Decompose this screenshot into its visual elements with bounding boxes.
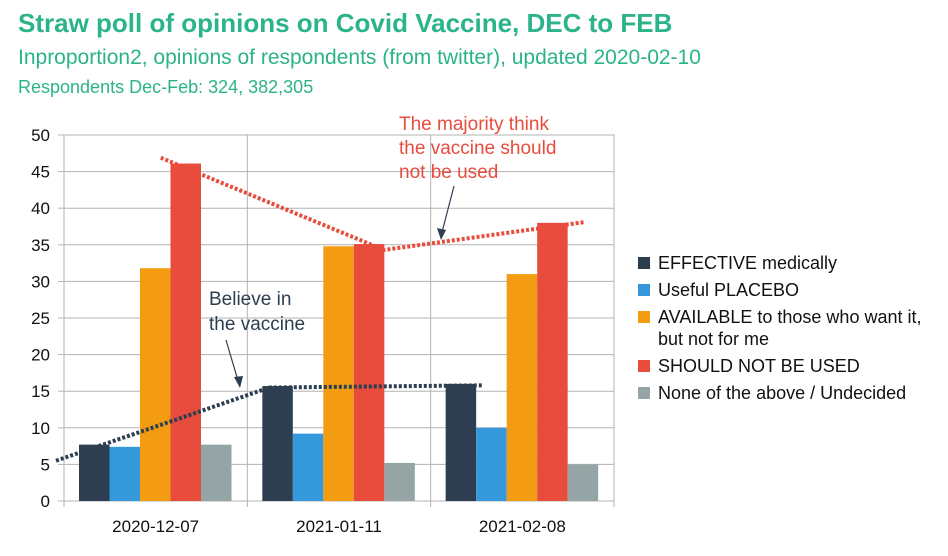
legend-item: AVAILABLE to those who want it, but not …	[638, 306, 938, 350]
bar	[109, 446, 140, 501]
bar	[506, 274, 538, 501]
legend-label: Useful PLACEBO	[658, 280, 800, 300]
believe-trend-line	[55, 383, 483, 463]
y-tick-label: 0	[41, 492, 50, 511]
legend-swatch	[638, 360, 650, 372]
legend-item: Useful PLACEBO	[638, 279, 938, 301]
bar	[476, 427, 507, 501]
bar	[79, 444, 110, 501]
majority-annotation-text: The majority think	[399, 114, 549, 135]
bar	[567, 464, 599, 501]
bar	[537, 222, 568, 501]
y-tick-label: 5	[41, 455, 50, 474]
y-tick-label: 40	[31, 199, 50, 218]
bar	[353, 244, 385, 501]
legend-label: None of the above / Undecided	[658, 383, 907, 403]
believe-annotation-arrow	[225, 339, 240, 385]
bar	[262, 386, 293, 501]
y-tick-label: 45	[31, 163, 50, 182]
chart-title: Straw poll of opinions on Covid Vaccine,…	[18, 8, 673, 38]
y-tick-label: 30	[31, 272, 50, 291]
believe-annotation-text: Believe in	[209, 289, 291, 310]
majority-annotation-text: not be used	[399, 162, 498, 183]
y-tick-label: 50	[31, 126, 50, 145]
legend-label: AVAILABLE to those who want it, but not …	[658, 307, 922, 349]
y-tick-label: 10	[31, 419, 50, 438]
legend-item: SHOULD NOT BE USED	[638, 355, 938, 377]
bar	[292, 433, 324, 501]
legend-label: SHOULD NOT BE USED	[658, 356, 860, 376]
legend-swatch	[638, 311, 650, 323]
bar	[445, 383, 477, 501]
legend-swatch	[638, 284, 650, 296]
x-tick-label: 2020-12-07	[112, 517, 199, 536]
legend-swatch	[638, 257, 650, 269]
majority-trend-line	[159, 155, 585, 252]
bar	[170, 163, 201, 501]
majority-arrow-head	[437, 228, 446, 240]
legend-swatch	[638, 387, 650, 399]
y-tick-label: 15	[31, 382, 50, 401]
x-tick-label: 2021-02-08	[479, 517, 566, 536]
legend-item: EFFECTIVE medically	[638, 252, 938, 274]
y-tick-label: 20	[31, 346, 50, 365]
bar	[201, 444, 232, 501]
believe-annotation-text: the vaccine	[209, 314, 305, 335]
majority-annotation-arrow	[440, 185, 455, 237]
y-tick-label: 35	[31, 236, 50, 255]
believe-arrow-head	[234, 376, 243, 388]
y-tick-label: 25	[31, 309, 50, 328]
x-tick-label: 2021-01-11	[296, 517, 382, 536]
bar	[323, 246, 354, 501]
legend-label: EFFECTIVE medically	[658, 253, 838, 273]
bar	[140, 268, 171, 501]
respondents-note: Respondents Dec-Feb: 324, 382,305	[18, 77, 314, 97]
chart-legend: EFFECTIVE medically Useful PLACEBO AVAILAB…	[638, 252, 938, 409]
majority-annotation-text: the vaccine should	[399, 138, 556, 159]
legend-item: None of the above / Undecided	[638, 382, 938, 404]
bar	[384, 462, 415, 501]
chart-subtitle: Inproportion2, opinions of respondents (…	[18, 46, 701, 69]
